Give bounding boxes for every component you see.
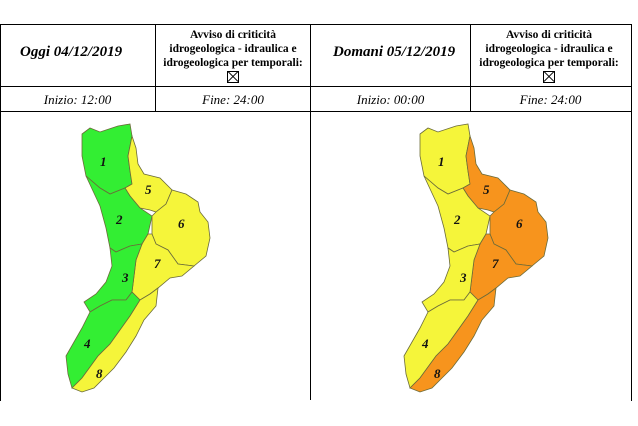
row-divider-top <box>0 86 631 87</box>
tomorrow-zone-map: 1 5 2 6 7 3 48 <box>403 123 549 393</box>
svg-text:3: 3 <box>121 270 129 285</box>
svg-text:6: 6 <box>516 216 523 231</box>
tomorrow-avviso-heading: Avviso di criticità idrogeologica - idra… <box>474 28 624 87</box>
today-date: Oggi 04/12/2019 <box>20 44 123 60</box>
today-avviso-heading: Avviso di criticità idrogeologica - idra… <box>158 28 308 87</box>
svg-text:7: 7 <box>154 256 161 271</box>
alert-table <box>0 24 632 401</box>
today-end: Fine: 24:00 <box>202 92 264 107</box>
svg-text:5: 5 <box>145 182 152 197</box>
svg-text:6: 6 <box>178 216 185 231</box>
svg-text:8: 8 <box>434 366 441 381</box>
column-divider <box>310 24 311 400</box>
today-zone-5[interactable] <box>124 134 173 213</box>
tomorrow-date: Domani 05/12/2019 <box>333 44 456 60</box>
svg-text:4: 4 <box>421 336 429 351</box>
svg-text:4: 4 <box>83 336 91 351</box>
today-start: Inizio: 12:00 <box>43 92 112 107</box>
tomorrow-zone-5[interactable] <box>462 134 511 213</box>
today-zone-map: 1 5 2 6 7 3 48 <box>65 123 211 393</box>
today-zone-8[interactable] <box>71 287 159 393</box>
tomorrow-zone-8[interactable] <box>409 287 497 393</box>
tomorrow-checkbox-icon[interactable] <box>543 71 555 83</box>
svg-text:5: 5 <box>483 182 490 197</box>
row-divider-bottom <box>0 111 631 112</box>
cell-divider-left <box>155 24 156 111</box>
svg-text:3: 3 <box>459 270 467 285</box>
svg-text:2: 2 <box>453 212 461 227</box>
today-checkbox-icon[interactable] <box>227 71 239 83</box>
tomorrow-start: Inizio: 00:00 <box>356 92 425 107</box>
svg-text:1: 1 <box>100 154 107 169</box>
svg-text:7: 7 <box>492 256 499 271</box>
svg-text:8: 8 <box>96 366 103 381</box>
svg-text:1: 1 <box>438 154 445 169</box>
svg-text:2: 2 <box>115 212 123 227</box>
cell-divider-right <box>470 24 471 111</box>
tomorrow-end: Fine: 24:00 <box>519 92 582 107</box>
